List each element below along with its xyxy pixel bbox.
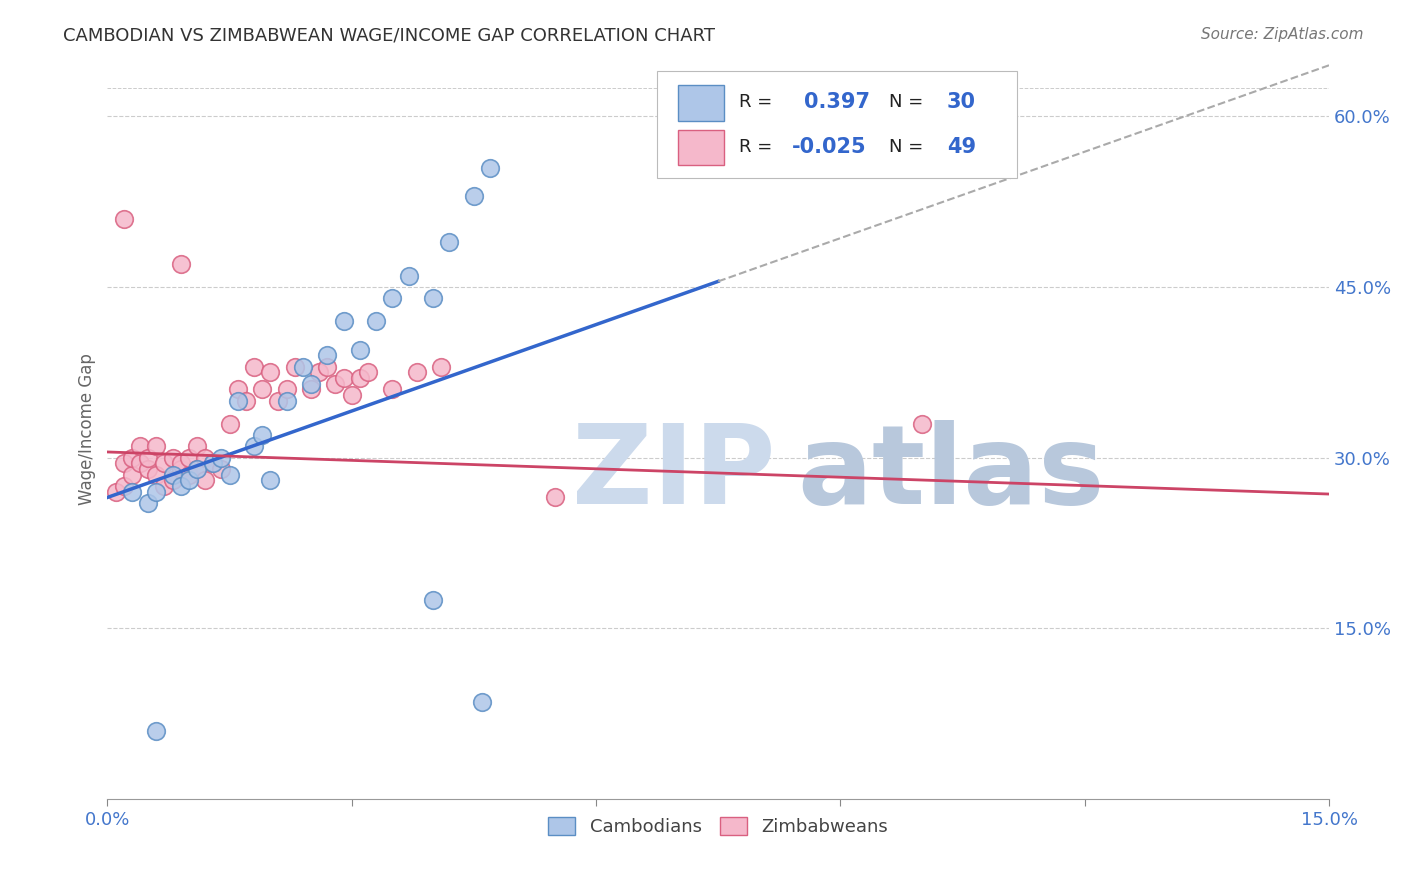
Point [349,343,371,357]
Point [430,359,453,374]
Text: 30: 30 [946,93,976,112]
Point [162,450,184,465]
Point [267,393,290,408]
Point [381,292,404,306]
Point [316,359,339,374]
Text: ZIP: ZIP [572,420,775,527]
Point [439,235,461,249]
Text: -0.025: -0.025 [792,136,866,157]
Point [366,314,388,328]
Point [177,450,200,465]
Point [112,211,135,226]
Bar [678,86,724,121]
Point [308,365,330,379]
Point [463,189,485,203]
Point [226,393,249,408]
Point [153,456,176,470]
Point [145,484,167,499]
Text: 0.397: 0.397 [804,93,870,112]
Point [209,450,232,465]
Point [112,456,135,470]
Point [170,456,193,470]
Point [145,723,167,738]
Point [259,474,281,488]
Text: Source: ZipAtlas.com: Source: ZipAtlas.com [1201,27,1364,42]
Point [299,376,322,391]
Point [136,496,159,510]
Point [357,365,380,379]
Text: R =: R = [740,138,772,156]
Point [186,439,208,453]
Point [479,161,502,175]
Point [276,383,298,397]
Point [209,462,232,476]
Point [243,439,266,453]
Point [325,376,347,391]
Point [405,365,427,379]
Point [177,474,200,488]
Point [226,383,249,397]
Point [284,359,307,374]
Point [218,417,240,431]
Point [112,479,135,493]
Point [291,359,314,374]
Point [170,257,193,271]
Point [186,462,208,476]
Point [162,474,184,488]
Point [259,365,281,379]
Point [422,292,444,306]
Point [121,450,143,465]
Point [398,268,420,283]
Point [316,348,339,362]
Point [129,439,152,453]
Point [145,439,167,453]
Point [218,467,240,482]
Point [276,393,298,408]
Point [250,383,273,397]
Point [145,467,167,482]
Legend: Cambodians, Zimbabweans: Cambodians, Zimbabweans [540,808,897,846]
Point [136,450,159,465]
Point [177,467,200,482]
Point [299,383,322,397]
Point [911,417,934,431]
Point [544,491,567,505]
Text: 49: 49 [946,136,976,157]
Point [104,484,127,499]
Y-axis label: Wage/Income Gap: Wage/Income Gap [79,353,96,505]
Text: R =: R = [740,94,772,112]
Point [332,314,354,328]
Point [153,479,176,493]
Point [422,592,444,607]
Text: N =: N = [889,94,924,112]
Point [121,484,143,499]
Bar [678,130,724,165]
Point [471,695,494,709]
Point [170,462,193,476]
Point [194,474,217,488]
Point [235,393,257,408]
Point [136,462,159,476]
Point [340,388,363,402]
Text: N =: N = [889,138,924,156]
Point [194,450,217,465]
Point [332,371,354,385]
Point [202,456,225,470]
Point [129,456,152,470]
Point [243,359,266,374]
Point [202,456,225,470]
Point [381,383,404,397]
Point [121,467,143,482]
Point [349,371,371,385]
Point [250,428,273,442]
FancyBboxPatch shape [657,70,1018,178]
Point [186,462,208,476]
Point [162,467,184,482]
Text: atlas: atlas [797,420,1105,527]
Text: CAMBODIAN VS ZIMBABWEAN WAGE/INCOME GAP CORRELATION CHART: CAMBODIAN VS ZIMBABWEAN WAGE/INCOME GAP … [63,27,716,45]
Point [170,479,193,493]
